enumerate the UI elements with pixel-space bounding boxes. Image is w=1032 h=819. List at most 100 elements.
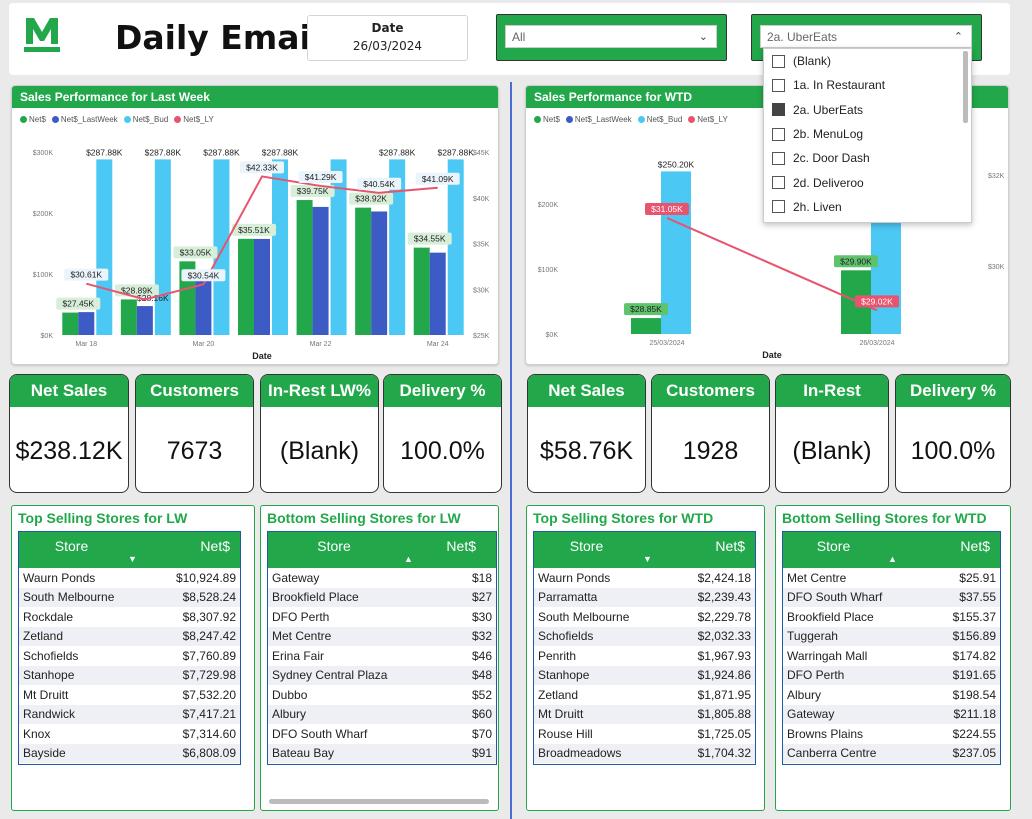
- horizontal-scrollbar[interactable]: [269, 799, 489, 804]
- checkbox-icon[interactable]: [772, 103, 785, 117]
- legend-item[interactable]: Net$: [20, 115, 46, 124]
- bar-budget: [330, 159, 347, 335]
- checkbox-icon[interactable]: [772, 200, 785, 214]
- table-row[interactable]: Albury $60: [268, 704, 496, 724]
- table-row[interactable]: DFO South Wharf $70: [268, 724, 496, 744]
- column-header-store[interactable]: Store: [569, 538, 604, 554]
- column-header-net[interactable]: Net$ ▼: [124, 532, 240, 568]
- dropdown-option[interactable]: 2c. Door Dash: [764, 146, 971, 170]
- table-row[interactable]: Knox $7,314.60: [19, 724, 240, 744]
- data-label-bg: [357, 177, 402, 190]
- table-row[interactable]: Bayside $6,808.09: [19, 743, 240, 763]
- table-row[interactable]: Stanhope $7,729.98: [19, 665, 240, 685]
- table-row[interactable]: Tuggerah $156.89: [783, 626, 1000, 646]
- legend-item[interactable]: Net$_Bud: [637, 115, 682, 124]
- legend-item[interactable]: Net$_LY: [174, 115, 214, 124]
- legend-item[interactable]: Net$_LastWeek: [565, 115, 632, 124]
- table-row[interactable]: Erina Fair $46: [268, 646, 496, 666]
- sort-arrow-icon: ▲: [404, 554, 413, 564]
- channel-group-select[interactable]: All ⌄: [505, 25, 717, 48]
- y-tick-label: $100K: [33, 272, 54, 279]
- column-header-store[interactable]: Store: [54, 538, 89, 554]
- data-label-bg: [645, 202, 689, 215]
- table-row[interactable]: Zetland $8,247.42: [19, 626, 240, 646]
- table-row[interactable]: Browns Plains $224.55: [783, 724, 1000, 744]
- table-row[interactable]: Waurn Ponds $2,424.18: [534, 568, 755, 588]
- table-row[interactable]: Gateway $18: [268, 568, 496, 588]
- table-row[interactable]: Gateway $211.18: [783, 704, 1000, 724]
- table-row[interactable]: Brookfield Place $155.37: [783, 607, 1000, 627]
- table-row[interactable]: Bateau Bay $91: [268, 743, 496, 763]
- data-label-bg: [834, 255, 878, 268]
- store-name: Tuggerah: [787, 629, 838, 644]
- checkbox-icon[interactable]: [772, 127, 785, 141]
- option-label: 2b. MenuLog: [793, 127, 864, 142]
- store-name: Knox: [23, 726, 51, 741]
- table-row[interactable]: Canberra Centre $237.05: [783, 743, 1000, 763]
- table-row[interactable]: Mt Druitt $7,532.20: [19, 685, 240, 705]
- bar-budget: [272, 159, 288, 335]
- column-header-net[interactable]: Net$ ▲: [400, 532, 496, 568]
- dropdown-option[interactable]: 2a. UberEats: [764, 98, 971, 122]
- bar-last-week: [371, 211, 388, 335]
- checkbox-icon[interactable]: [772, 151, 785, 165]
- sort-arrow-icon: ▲: [888, 554, 897, 564]
- column-header-net[interactable]: Net$ ▼: [639, 532, 755, 568]
- channel-select[interactable]: 2a. UberEats ⌃: [760, 25, 972, 48]
- dropdown-scrollbar[interactable]: [963, 51, 968, 123]
- table-row[interactable]: Rouse Hill $1,725.05: [534, 724, 755, 744]
- dropdown-option[interactable]: 2h. Liven: [764, 195, 971, 219]
- legend-dot-icon: [123, 116, 131, 123]
- table-row[interactable]: Parramatta $2,239.43: [534, 587, 755, 607]
- column-header-net[interactable]: Net$ ▲: [884, 532, 1000, 568]
- column-label: Net$: [446, 538, 476, 554]
- table-row[interactable]: DFO Perth $191.65: [783, 665, 1000, 685]
- legend-label: Net$_LastWeek: [60, 115, 118, 124]
- column-header-store[interactable]: Store: [816, 538, 851, 554]
- legend-item[interactable]: Net$_Bud: [123, 115, 168, 124]
- table-row[interactable]: Broadmeadows $1,704.32: [534, 743, 755, 763]
- checkbox-icon[interactable]: [772, 78, 785, 92]
- table-row[interactable]: Stanhope $1,924.86: [534, 665, 755, 685]
- table-row[interactable]: Sydney Central Plaza $48: [268, 665, 496, 685]
- table-row[interactable]: Randwick $7,417.21: [19, 704, 240, 724]
- table-row[interactable]: South Melbourne $8,528.24: [19, 587, 240, 607]
- table-row[interactable]: Dubbo $52: [268, 685, 496, 705]
- table-row[interactable]: Albury $198.54: [783, 685, 1000, 705]
- table-row[interactable]: Zetland $1,871.95: [534, 685, 755, 705]
- legend-item[interactable]: Net$_LY: [688, 115, 728, 124]
- store-name: Zetland: [23, 629, 64, 644]
- table-row[interactable]: Mt Druitt $1,805.88: [534, 704, 755, 724]
- checkbox-icon[interactable]: [772, 54, 785, 68]
- dropdown-option[interactable]: (Blank): [764, 49, 971, 73]
- table-row[interactable]: Warringah Mall $174.82: [783, 646, 1000, 666]
- table-row[interactable]: Schofields $7,760.89: [19, 646, 240, 666]
- net-value: $7,417.21: [182, 707, 236, 722]
- chart-legend: Net$ Net$_LastWeek Net$_Bud Net$_LY: [534, 115, 734, 124]
- table-row[interactable]: DFO Perth $30: [268, 607, 496, 627]
- table-row[interactable]: DFO South Wharf $37.55: [783, 587, 1000, 607]
- table-row[interactable]: Waurn Ponds $10,924.89: [19, 568, 240, 588]
- table-row[interactable]: Rockdale $8,307.92: [19, 607, 240, 627]
- data-label-net: $39.75K: [297, 186, 329, 196]
- column-header-store[interactable]: Store: [317, 538, 351, 554]
- dropdown-option[interactable]: 1a. In Restaurant: [764, 73, 971, 97]
- table-row[interactable]: Met Centre $32: [268, 626, 496, 646]
- bar-last-week: [136, 306, 153, 335]
- net-value: $211.18: [953, 707, 997, 722]
- dropdown-option[interactable]: 2b. MenuLog: [764, 122, 971, 146]
- checkbox-icon[interactable]: [772, 176, 785, 190]
- store-name: Mt Druitt: [538, 707, 584, 722]
- data-label-ly: $41.09K: [422, 174, 454, 184]
- table-row[interactable]: Met Centre $25.91: [783, 568, 1000, 588]
- bar-net: [62, 312, 79, 335]
- legend-item[interactable]: Net$: [534, 115, 560, 124]
- table-row[interactable]: Brookfield Place $27: [268, 587, 496, 607]
- legend-item[interactable]: Net$_LastWeek: [51, 115, 118, 124]
- table-row[interactable]: Schofields $2,032.33: [534, 626, 755, 646]
- dropdown-option[interactable]: 2d. Deliveroo: [764, 170, 971, 194]
- table-row[interactable]: South Melbourne $2,229.78: [534, 607, 755, 627]
- net-value: $2,229.78: [697, 609, 751, 624]
- table-row[interactable]: Penrith $1,967.93: [534, 646, 755, 666]
- chart-plot: $0K$100K$200K$300K$25K$30K$35K$40K$45K$2…: [33, 147, 490, 361]
